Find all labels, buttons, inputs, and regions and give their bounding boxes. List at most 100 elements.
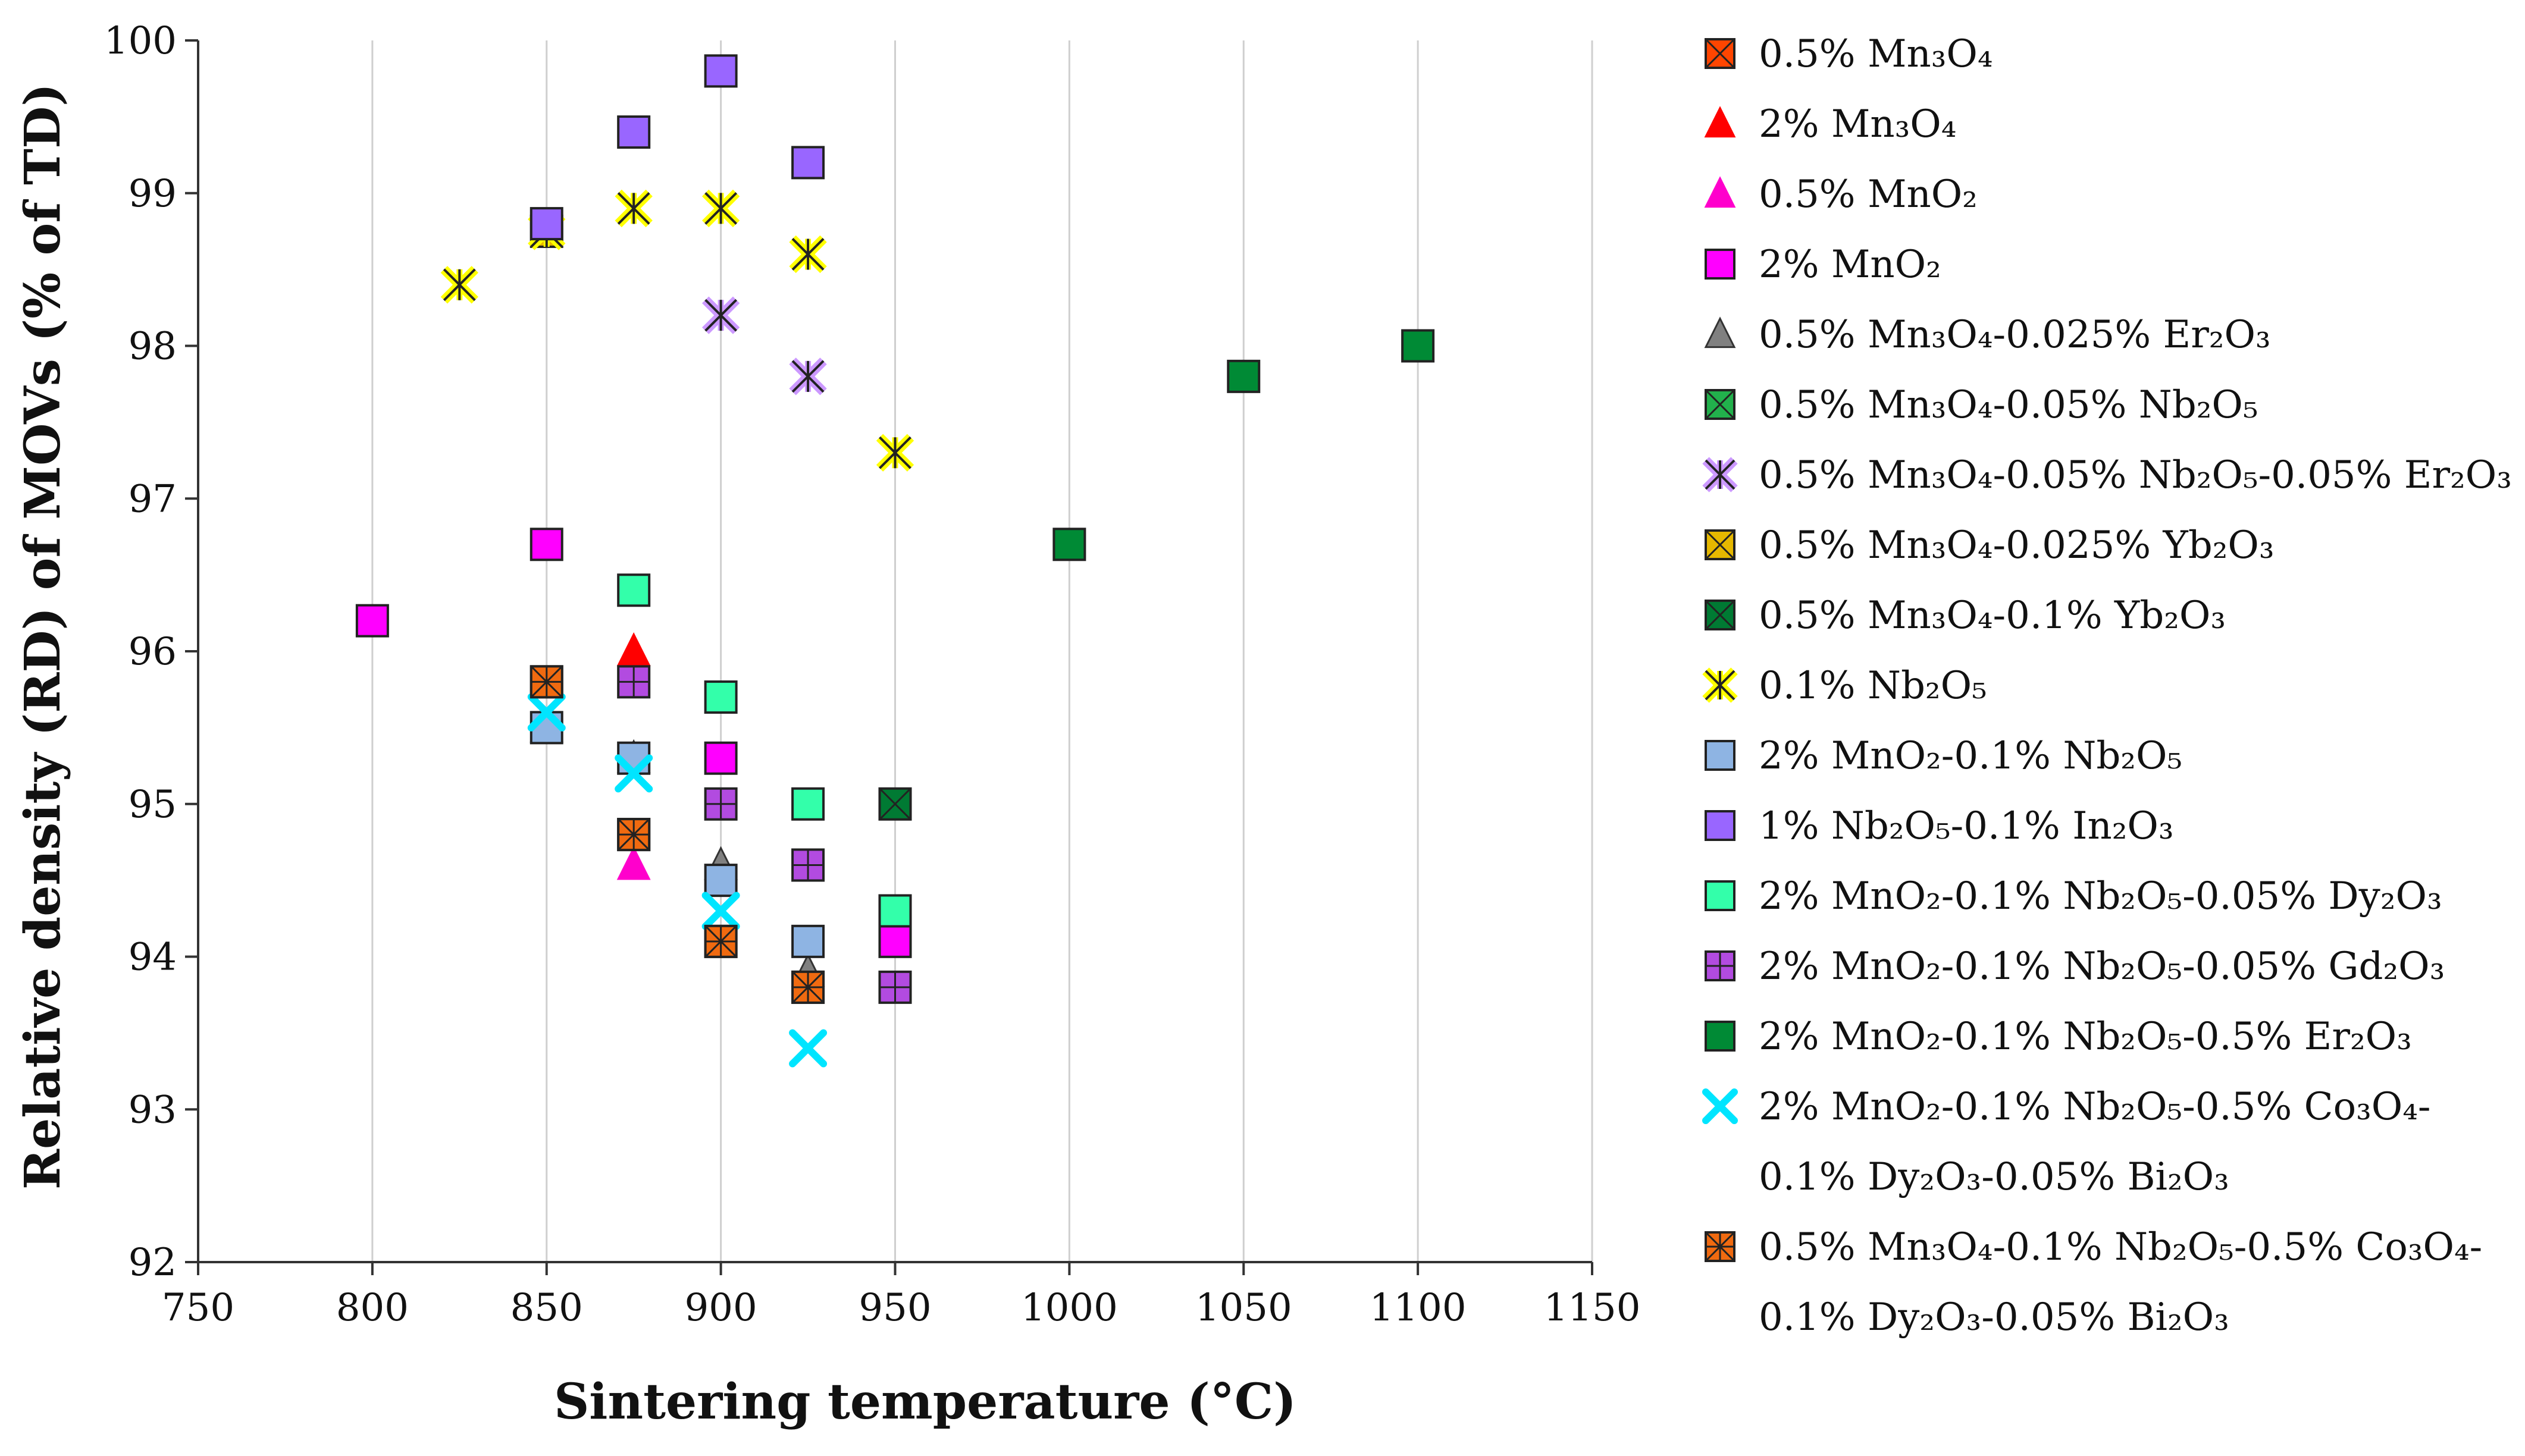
legend-label: 2% Mn₃O₄	[1759, 102, 1956, 146]
legend-label: 0.5% Mn₃O₄-0.05% Nb₂O₅	[1759, 383, 2258, 427]
points-layer	[355, 54, 1435, 1068]
data-point	[530, 207, 563, 241]
series-12	[617, 573, 912, 928]
legend-marker	[1705, 600, 1735, 630]
legend-label: 0.5% Mn₃O₄	[1759, 32, 1993, 76]
data-point	[704, 54, 738, 88]
data-point	[355, 604, 389, 638]
x-tick-label: 850	[510, 1286, 583, 1330]
x-tick-label: 750	[162, 1286, 234, 1330]
data-point	[791, 970, 825, 1004]
data-point	[704, 924, 738, 958]
data-point	[616, 632, 651, 666]
legend-marker	[1705, 880, 1735, 911]
data-point	[701, 296, 740, 334]
legend-item-8: 0.5% Mn₃O₄-0.1% Yb₂O₃	[1705, 594, 2226, 638]
series-14	[1052, 329, 1435, 561]
data-point	[1227, 359, 1261, 393]
x-axis-title: Sintering temperature (°C)	[554, 1373, 1296, 1430]
data-point	[789, 1029, 828, 1068]
series-8	[878, 787, 912, 821]
series-0	[530, 665, 825, 1004]
legend-label: 2% MnO₂	[1759, 243, 1941, 287]
data-point	[1052, 528, 1086, 561]
y-axis-title: Relative density (RD) of MOVs (% of TD)	[14, 83, 71, 1190]
data-point	[878, 787, 912, 821]
legend-item-6: 0.5% Mn₃O₄-0.05% Nb₂O₅-0.05% Er₂O₃	[1702, 453, 2512, 497]
data-point	[530, 528, 563, 561]
data-point	[704, 741, 738, 775]
axes-layer: 750 800 850 900 950 1000 1050 1100 1150 92 93 94 95 9…	[104, 19, 1641, 1330]
legend-marker	[1704, 106, 1736, 138]
legend-item-0: 0.5% Mn₃O₄	[1705, 32, 1993, 76]
x-tick-label: 950	[859, 1286, 931, 1330]
series-3	[355, 528, 912, 958]
y-tick-label: 99	[129, 172, 177, 216]
legend-item-10: 2% MnO₂-0.1% Nb₂O₅	[1705, 734, 2182, 778]
x-tick-label: 900	[685, 1286, 757, 1330]
legend-marker	[1705, 38, 1735, 69]
legend-label: 2% MnO₂-0.1% Nb₂O₅-0.05% Gd₂O₃	[1759, 944, 2445, 989]
legend-marker	[1705, 389, 1735, 420]
data-point	[789, 357, 827, 396]
legend-label: 0.5% Mn₃O₄-0.1% Nb₂O₅-0.5% Co₃O₄-	[1759, 1225, 2482, 1269]
legend-item-9: 0.1% Nb₂O₅	[1702, 664, 1987, 708]
data-point	[615, 754, 653, 793]
series-6	[701, 296, 827, 396]
data-point	[704, 680, 738, 714]
legend-item-14: 2% MnO₂-0.1% Nb₂O₅-0.5% Er₂O₃	[1705, 1015, 2412, 1059]
legend-label: 0.1% Dy₂O₃-0.05% Bi₂O₃	[1759, 1155, 2229, 1199]
data-point	[704, 864, 738, 898]
legend-marker	[1705, 740, 1735, 771]
data-point	[527, 693, 566, 732]
legend-label: 0.5% Mn₃O₄-0.1% Yb₂O₃	[1759, 594, 2226, 638]
x-tick-label: 800	[336, 1286, 409, 1330]
legend-label: 0.1% Nb₂O₅	[1759, 664, 1987, 708]
data-point	[701, 189, 740, 228]
data-point	[876, 434, 914, 472]
y-tick-label: 96	[129, 630, 177, 674]
legend-item-4: 0.5% Mn₃O₄-0.025% Er₂O₃	[1704, 313, 2271, 357]
legend-label: 2% MnO₂-0.1% Nb₂O₅-0.5% Er₂O₃	[1759, 1015, 2412, 1059]
data-point	[791, 146, 825, 180]
legend-label: 0.1% Dy₂O₃-0.05% Bi₂O₃	[1759, 1295, 2229, 1339]
series-15	[527, 693, 828, 1068]
legend-label: 0.5% Mn₃O₄-0.025% Er₂O₃	[1759, 313, 2271, 357]
legend-label: 0.5% MnO₂	[1759, 172, 1978, 216]
data-point	[878, 970, 912, 1004]
y-tick-label: 93	[129, 1088, 177, 1132]
data-point	[789, 235, 827, 274]
legend-item-11: 1% Nb₂O₅-0.1% In₂O₃	[1705, 804, 2173, 848]
data-point	[791, 848, 825, 882]
series-1	[616, 632, 651, 666]
legend-marker	[1702, 457, 1738, 492]
data-point	[617, 115, 651, 149]
y-tick-label: 98	[129, 325, 177, 369]
legend-item-2: 0.5% MnO₂	[1704, 172, 1978, 216]
x-tick-label: 1000	[1021, 1286, 1118, 1330]
data-point	[617, 665, 651, 699]
legend-item-13: 2% MnO₂-0.1% Nb₂O₅-0.05% Gd₂O₃	[1705, 944, 2445, 989]
legend-label: 2% MnO₂-0.1% Nb₂O₅-0.05% Dy₂O₃	[1759, 874, 2442, 918]
legend-label: 1% Nb₂O₅-0.1% In₂O₃	[1759, 804, 2173, 848]
legend-label: 0.5% Mn₃O₄-0.025% Yb₂O₃	[1759, 523, 2274, 567]
y-tick-label: 92	[129, 1241, 177, 1285]
legend-marker	[1705, 1021, 1735, 1052]
legend-marker	[1705, 249, 1735, 280]
series-4	[530, 708, 825, 987]
series-9	[440, 189, 914, 472]
legend-item-1: 2% Mn₃O₄	[1704, 102, 1956, 146]
data-point	[617, 573, 651, 607]
legend-marker	[1705, 810, 1735, 841]
data-point	[615, 189, 653, 228]
series-11	[530, 54, 825, 241]
legend: 0.5% Mn₃O₄ 2% Mn₃O₄ 0.5% MnO₂ 2% MnO₂ 0.5% M…	[1702, 32, 2512, 1339]
legend-marker	[1704, 176, 1736, 208]
legend-label: 0.5% Mn₃O₄-0.05% Nb₂O₅-0.05% Er₂O₃	[1759, 453, 2512, 497]
legend-marker	[1705, 950, 1735, 981]
legend-marker	[1702, 1088, 1738, 1124]
series-13	[617, 665, 912, 1004]
x-tick-label: 1100	[1370, 1286, 1467, 1330]
